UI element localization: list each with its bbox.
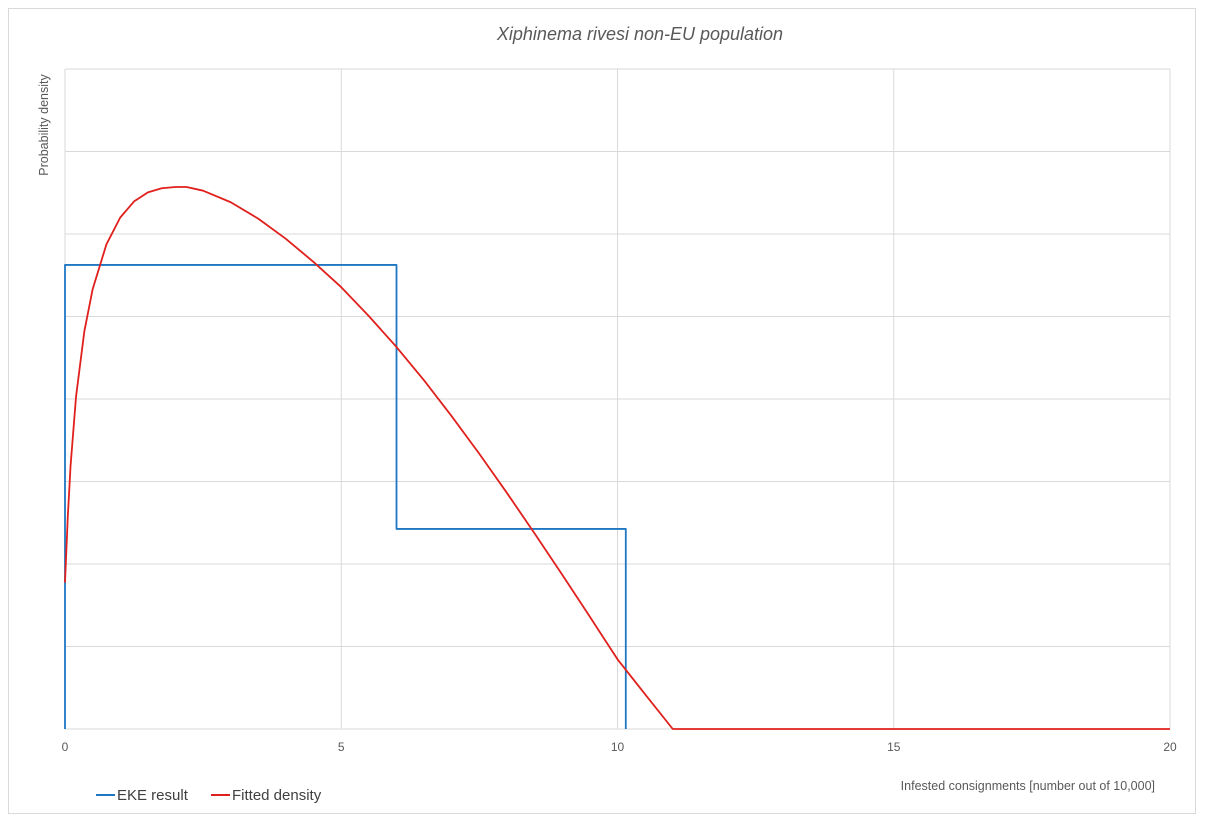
x-tick-labels: 0 5 10 15 20	[62, 740, 1177, 754]
series-eke-result-line	[64, 264, 627, 729]
grid-lines	[64, 68, 1171, 730]
x-tick-label: 15	[887, 740, 901, 754]
x-axis-label: Infested consignments [number out of 10,…	[901, 779, 1155, 793]
legend: EKE result Fitted density	[96, 787, 322, 804]
x-tick-label: 10	[611, 740, 625, 754]
chart-series	[64, 186, 1170, 730]
y-axis-label: Probability density	[37, 74, 51, 176]
series-fitted-density-line	[64, 186, 1170, 730]
x-tick-label: 0	[62, 740, 69, 754]
chart-frame	[8, 8, 1196, 814]
chart-title: Xiphinema rivesi non-EU population	[496, 24, 783, 44]
x-tick-label: 5	[338, 740, 345, 754]
x-tick-label: 20	[1163, 740, 1177, 754]
legend-label-eke: EKE result	[117, 787, 189, 804]
legend-label-fitted: Fitted density	[232, 787, 322, 804]
